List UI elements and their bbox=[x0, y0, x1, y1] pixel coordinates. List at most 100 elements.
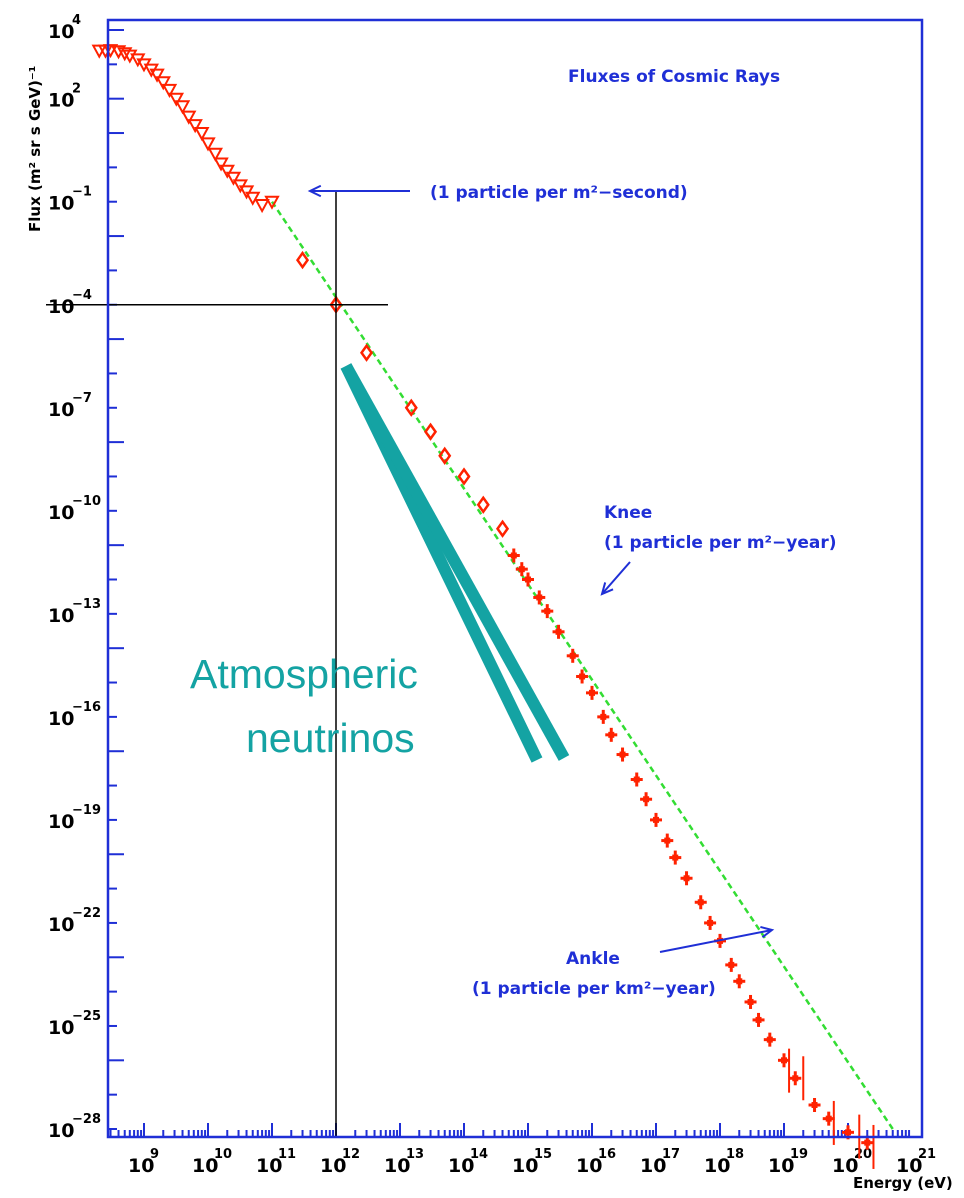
data-point-cross bbox=[552, 624, 565, 639]
data-point-cross-core bbox=[569, 652, 576, 659]
data-point-cross-core bbox=[544, 608, 551, 615]
data-point-diamond bbox=[457, 467, 471, 486]
y-tick-base: 10 bbox=[48, 90, 74, 112]
data-point-triangle bbox=[168, 92, 185, 107]
data-point-triangle bbox=[194, 127, 210, 142]
data-point-triangle bbox=[181, 110, 197, 125]
data-point-cross-core bbox=[792, 1075, 799, 1082]
y-tick-exponent: −13 bbox=[72, 597, 101, 612]
data-point-cross bbox=[725, 957, 738, 972]
y-tick-label: 10−4 bbox=[48, 288, 92, 318]
data-point-cross-core bbox=[579, 673, 586, 680]
y-tick-label: 10−28 bbox=[48, 1112, 101, 1142]
y-tick-base: 10 bbox=[48, 708, 74, 730]
y-tick-exponent: 4 bbox=[72, 13, 81, 28]
x-tick-base: 10 bbox=[576, 1155, 602, 1177]
data-point-cross-core bbox=[600, 713, 607, 720]
y-tick-exponent: 2 bbox=[72, 82, 81, 97]
data-point-triangle bbox=[213, 157, 229, 172]
data-point-cross bbox=[640, 792, 653, 807]
x-tick-base: 10 bbox=[704, 1155, 730, 1177]
annotation-knee-rate: (1 particle per m²−year) bbox=[604, 533, 837, 553]
data-point-cross-core bbox=[633, 776, 640, 783]
data-point-diamond bbox=[295, 250, 310, 270]
y-tick-label: 10−16 bbox=[48, 700, 101, 730]
data-point-cross bbox=[630, 772, 643, 787]
annotation-ankle-title: Ankle bbox=[566, 949, 620, 969]
x-tick-exponent: 21 bbox=[918, 1147, 936, 1162]
x-tick-exponent: 14 bbox=[470, 1147, 488, 1162]
data-point-cross-core bbox=[510, 552, 517, 559]
data-point-cross-core bbox=[664, 837, 671, 844]
y-tick-label: 10−22 bbox=[48, 906, 101, 936]
data-point-cross bbox=[822, 1111, 835, 1126]
y-tick-exponent: −7 bbox=[72, 391, 92, 406]
data-point-cross-core bbox=[728, 961, 735, 968]
y-tick-label: 104 bbox=[48, 13, 81, 43]
data-point-cross bbox=[733, 974, 746, 989]
y-axis-title: Flux (m² sr s GeV)⁻¹ bbox=[26, 66, 44, 232]
arrow-knee-shaft bbox=[601, 561, 631, 595]
data-point-cross bbox=[680, 871, 693, 886]
data-point-triangle bbox=[254, 199, 270, 214]
y-tick-exponent: −25 bbox=[72, 1009, 101, 1024]
data-point-triangle bbox=[149, 68, 165, 83]
data-point-triangle bbox=[117, 47, 133, 62]
series-triangle bbox=[91, 44, 280, 214]
x-tick-label: 109 bbox=[128, 1147, 159, 1177]
x-tick-exponent: 12 bbox=[342, 1147, 360, 1162]
data-point-cross bbox=[566, 648, 579, 663]
y-tick-label: 10−19 bbox=[48, 803, 101, 833]
data-point-cross bbox=[616, 747, 629, 762]
data-point-cross-core bbox=[672, 854, 679, 861]
x-tick-base: 10 bbox=[256, 1155, 282, 1177]
arrow-ankle bbox=[659, 925, 775, 953]
arrow-knee bbox=[600, 561, 631, 596]
data-point-triangle bbox=[264, 195, 280, 210]
x-tick-base: 10 bbox=[896, 1155, 922, 1177]
y-tick-exponent: −4 bbox=[72, 288, 92, 303]
x-tick-base: 10 bbox=[192, 1155, 218, 1177]
data-point-cross bbox=[744, 994, 757, 1009]
y-tick-label: 10−13 bbox=[48, 597, 101, 627]
y-tick-exponent: −10 bbox=[72, 494, 101, 509]
y-tick-label: 10−10 bbox=[48, 494, 101, 524]
x-tick-base: 10 bbox=[384, 1155, 410, 1177]
data-point-cross bbox=[763, 1032, 776, 1047]
y-tick-label: 10−25 bbox=[48, 1009, 101, 1039]
annotation-neutrinos: neutrinos bbox=[246, 715, 415, 761]
data-point-cross bbox=[522, 572, 534, 587]
x-tick-base: 10 bbox=[768, 1155, 794, 1177]
annotation-ankle-rate: (1 particle per km²−year) bbox=[472, 979, 716, 999]
data-point-cross-core bbox=[518, 566, 525, 573]
axis-ticks: 1091010101110121013101410151016101710181… bbox=[48, 13, 936, 1177]
data-point-triangle bbox=[155, 76, 171, 91]
y-tick-base: 10 bbox=[48, 914, 74, 936]
x-tick-base: 10 bbox=[448, 1155, 474, 1177]
y-tick-label: 102 bbox=[48, 82, 81, 112]
data-point-cross-core bbox=[653, 816, 659, 823]
data-point-triangle bbox=[161, 83, 178, 99]
data-point-cross-core bbox=[825, 1115, 832, 1122]
data-point-diamond bbox=[423, 422, 438, 441]
data-point-cross-core bbox=[697, 899, 704, 906]
fit-line bbox=[270, 201, 894, 1130]
y-tick-exponent: −19 bbox=[72, 803, 101, 818]
data-point-cross-core bbox=[619, 751, 626, 758]
x-tick-exponent: 17 bbox=[662, 1147, 680, 1162]
y-tick-exponent: −28 bbox=[72, 1112, 101, 1127]
x-tick-exponent: 16 bbox=[598, 1147, 616, 1162]
data-point-triangle bbox=[225, 171, 242, 186]
y-tick-base: 10 bbox=[48, 502, 74, 524]
y-tick-base: 10 bbox=[48, 21, 74, 43]
x-tick-base: 10 bbox=[320, 1155, 346, 1177]
data-point-cross bbox=[650, 812, 662, 827]
data-point-triangle bbox=[207, 147, 223, 162]
data-point-cross-core bbox=[525, 576, 531, 583]
y-tick-base: 10 bbox=[48, 605, 74, 627]
data-point-triangle bbox=[174, 100, 191, 115]
